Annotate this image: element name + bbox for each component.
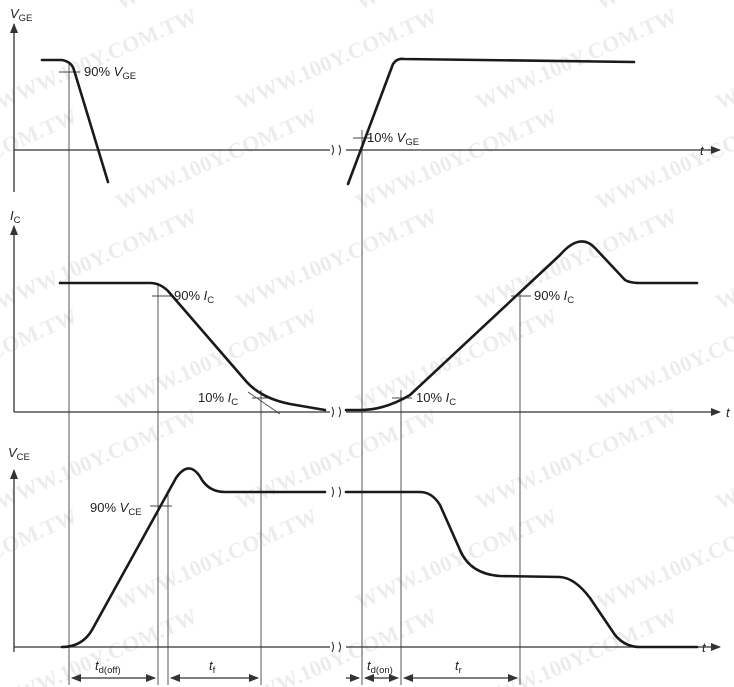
- watermark-text: WWW.100Y.COM.TW: [112, 103, 321, 214]
- ic-90-turnoff-label: 90% IC: [174, 288, 214, 306]
- vge-axes: [10, 23, 721, 192]
- vge-time-label: t: [700, 143, 705, 158]
- ic-90-turnon-label: 90% IC: [534, 288, 574, 306]
- watermark-text: WWW.100Y.COM.TW: [592, 503, 734, 614]
- watermark-text: WWW.100Y.COM.TW: [712, 403, 734, 514]
- vge-waveform-turnoff: [40, 58, 110, 184]
- watermark-text: WWW.100Y.COM.TW: [712, 203, 734, 314]
- vge-waveform-turnon: [346, 57, 636, 186]
- watermark-text: WWW.100Y.COM.TW: [112, 503, 321, 614]
- ic-axes: [10, 225, 721, 416]
- watermark-text: WWW.100Y.COM.TW: [232, 403, 441, 514]
- watermark-text: WWW.100Y.COM.TW: [112, 0, 321, 15]
- ic-10-turnon-label: 10% IC: [416, 390, 456, 408]
- watermark-text: WWW.100Y.COM.TW: [472, 603, 681, 687]
- vce-time-label: t: [702, 640, 707, 655]
- watermark-text: WWW.100Y.COM.TW: [352, 103, 561, 214]
- ic-axis-label: IC: [10, 208, 21, 226]
- t-r-label: tr: [455, 658, 462, 676]
- watermark-text: WWW.100Y.COM.TW: [352, 503, 561, 614]
- ic-waveform: [58, 240, 699, 412]
- watermark-text: WWW.100Y.COM.TW: [592, 303, 734, 414]
- axis-breaks: [331, 144, 342, 653]
- vge-90-label: 90% VGE: [84, 64, 136, 82]
- vce-waveform: [60, 467, 699, 649]
- ic-time-label: t: [726, 405, 731, 420]
- t-don-label: td(on): [367, 658, 393, 676]
- watermark-text: WWW.100Y.COM.TW: [352, 303, 561, 414]
- vge-axis-label: VGE: [10, 6, 32, 24]
- watermark-text: WWW.100Y.COM.TW: [472, 3, 681, 114]
- watermark-text: WWW.100Y.COM.TW: [232, 603, 441, 687]
- t-f-label: tf: [209, 658, 216, 676]
- watermark-text: WWW.100Y.COM.TW: [472, 203, 681, 314]
- watermark-text: WWW.100Y.COM.TW: [0, 403, 201, 514]
- ic-10-turnoff-label: 10% IC: [198, 390, 238, 408]
- watermark-text: WWW.100Y.COM.TW: [592, 103, 734, 214]
- t-doff-label: td(off): [95, 658, 121, 676]
- vce-axes: [10, 469, 721, 652]
- watermark-text: WWW.100Y.COM.TW: [472, 403, 681, 514]
- vge-10-label: 10% VGE: [367, 130, 419, 148]
- watermark-text: WWW.100Y.COM.TW: [352, 0, 561, 15]
- vce-axis-label: VCE: [8, 445, 30, 463]
- watermark-text: WWW.100Y.COM.TW: [712, 603, 734, 687]
- vce-90-label: 90% VCE: [90, 500, 142, 518]
- watermark-text: WWW.100Y.COM.TW: [0, 203, 201, 314]
- watermark-text: WWW.100Y.COM.TW: [712, 3, 734, 114]
- watermark-text: WWW.100Y.COM.TW: [232, 203, 441, 314]
